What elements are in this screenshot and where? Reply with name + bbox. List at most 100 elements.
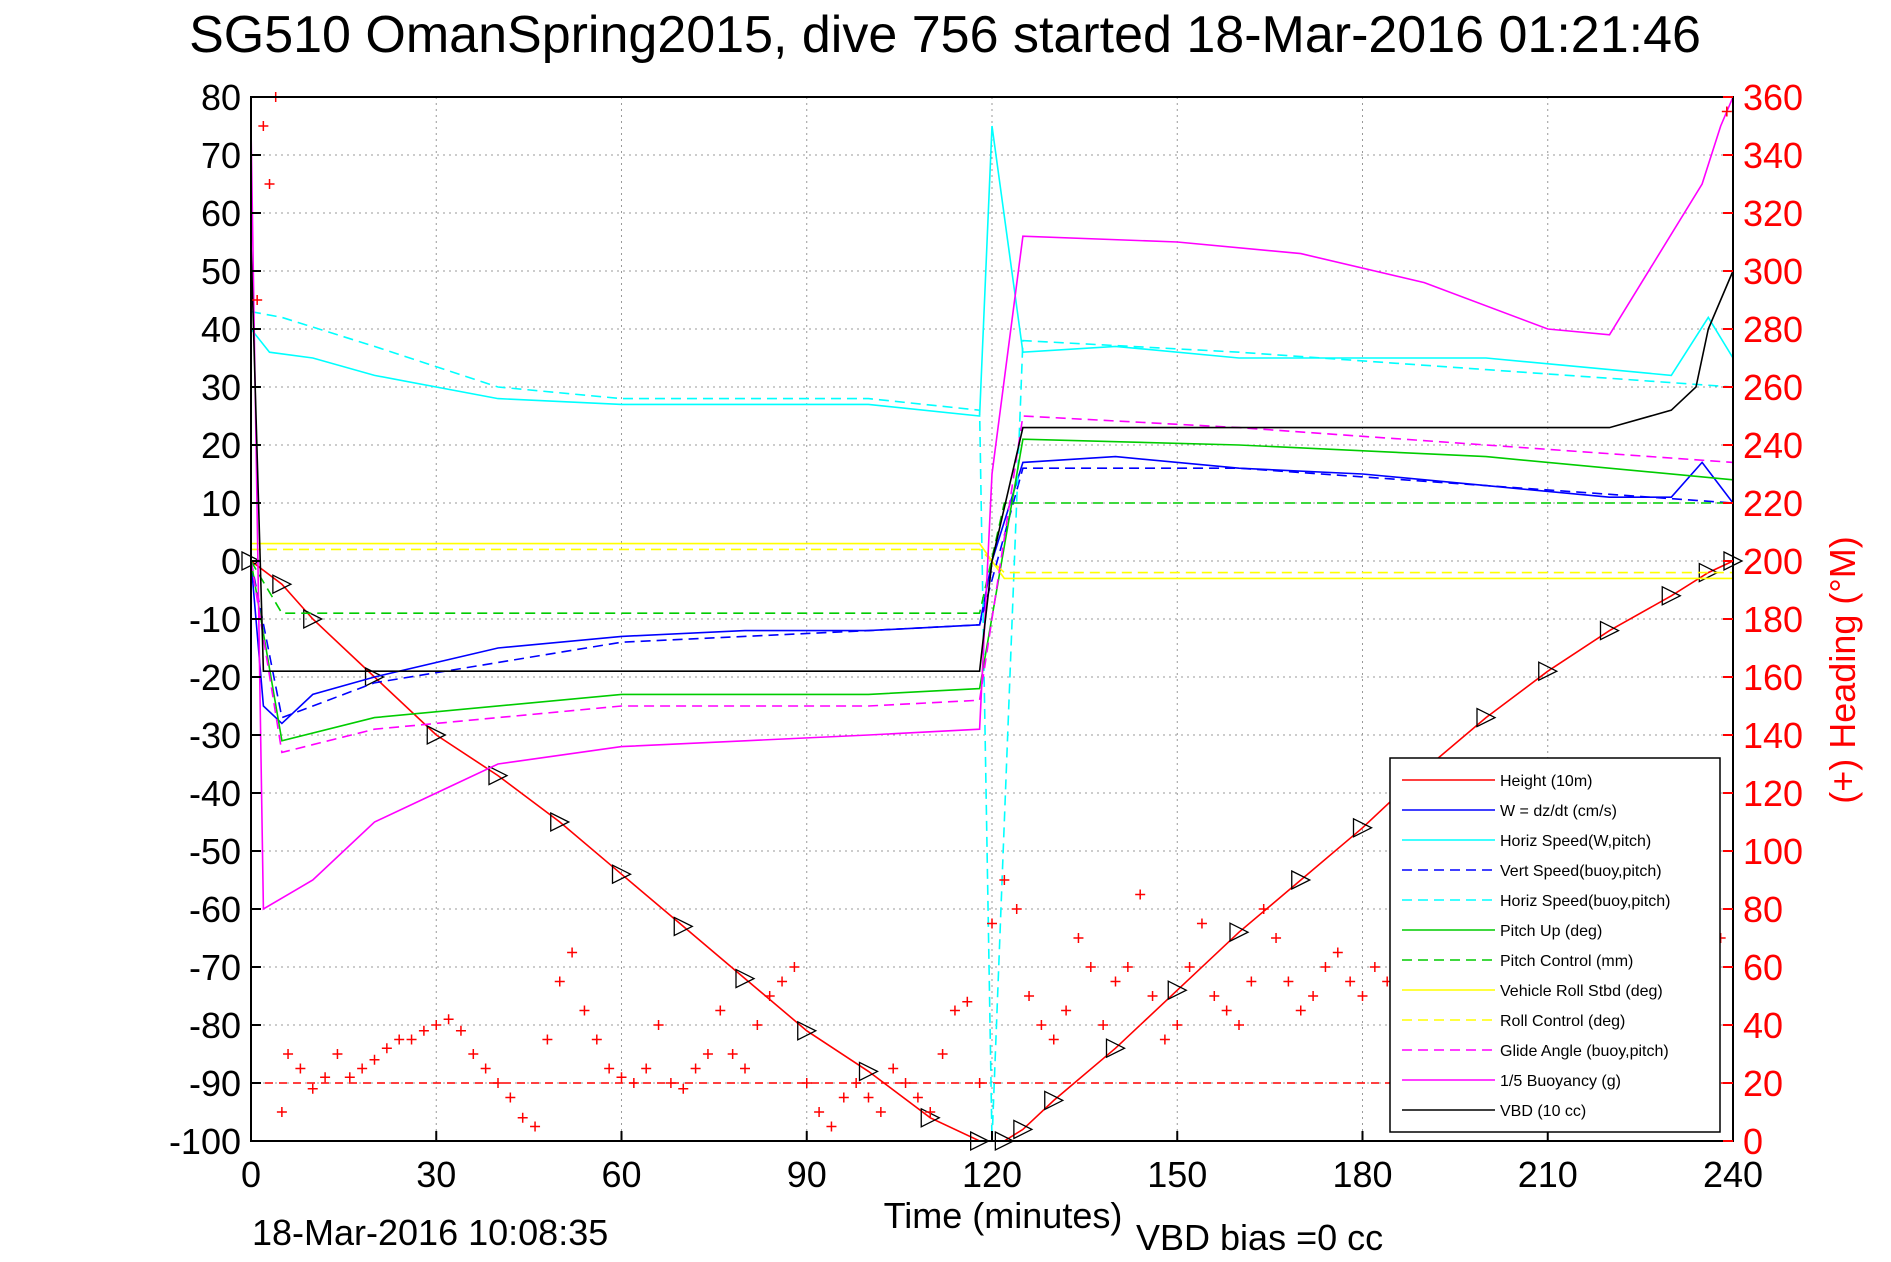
heading-point [851,1078,862,1088]
heading-point [295,1063,306,1074]
heading-point [789,962,800,972]
heading-point [493,1078,503,1088]
height-marker [1476,707,1497,728]
y-tick-label: 80 [201,77,241,118]
y-right-tick-label: 60 [1743,947,1783,988]
legend-label: Roll Control (deg) [1500,1013,1625,1030]
y-tick-label: 20 [201,425,241,466]
legend-label: Pitch Control (mm) [1500,953,1633,970]
y-right-tick-label: 340 [1743,135,1803,176]
y-tick-label: -50 [189,831,241,872]
heading-point [1209,991,1220,1001]
height-marker [735,968,756,989]
series-line-6 [250,502,1733,615]
heading-point [702,1049,713,1059]
heading-point [888,1063,899,1074]
y-tick-label: -90 [189,1063,241,1104]
heading-point [665,1078,676,1088]
heading-point [1024,991,1035,1001]
heading-point [567,947,578,958]
heading-point [641,1063,652,1074]
heading-point [1172,1020,1183,1030]
height-marker [858,1061,879,1082]
heading-point [252,295,263,305]
x-tick-label: 210 [1518,1154,1578,1195]
height-marker [1229,922,1250,943]
y-right-tick-label: 0 [1743,1121,1763,1162]
heading-point [1122,962,1133,972]
y-tick-label: 10 [201,483,241,524]
heading-point [653,1020,664,1030]
x-tick-label: 60 [601,1154,641,1195]
heading-point [591,1034,602,1045]
heading-point [443,1014,454,1025]
heading-point [962,996,973,1007]
heading-point [369,1054,380,1065]
heading-point [480,1063,491,1074]
heading-point [814,1107,825,1117]
y-right-tick-label: 220 [1743,483,1803,524]
y-right-tick-label: 100 [1743,831,1803,872]
y-tick-label: 50 [201,251,241,292]
heading-point [517,1112,528,1123]
series-line-2 [250,125,1734,417]
heading-point [1110,976,1121,987]
legend-label: Horiz Speed(buoy,pitch) [1500,893,1670,910]
footer-timestamp: 18-Mar-2016 10:08:35 [252,1212,608,1253]
heading-point [1221,1005,1232,1016]
height-marker [303,608,324,630]
heading-point [863,1092,874,1103]
heading-point [974,1078,985,1088]
heading-point [900,1078,911,1088]
series-line-9 [250,415,1734,754]
height-marker [550,811,571,833]
series-line-11 [250,241,1734,673]
series-line-4 [250,310,1734,1142]
heading-point [1320,962,1331,972]
heading-point [1357,991,1368,1001]
heading-point [505,1092,516,1103]
grid [250,96,1734,1142]
y-tick-label: 70 [201,135,241,176]
heading-point [987,918,997,929]
heading-point [579,1005,590,1016]
heading-point [826,1121,837,1132]
heading-point [1011,904,1022,914]
heading-point [418,1025,429,1036]
y-tick-label: 0 [221,541,241,582]
y-tick-label: -70 [189,947,241,988]
y-tick-label: 30 [201,367,241,408]
y-right-tick-label: 240 [1743,425,1803,466]
y-right-tick-label: 120 [1743,773,1803,814]
y-ticks: 80 70 60 50 40 30 20 10 0 -10 -20 -30 -40 -50 -60 -70 -8… [169,77,261,1162]
height-marker [1538,661,1559,682]
y-tick-label: -40 [189,773,241,814]
y-ticks-right: 3603403203002802602402202001801601401201… [1723,77,1803,1162]
heading-point [357,1063,368,1074]
heading-point [276,1107,287,1117]
heading-point [912,1092,923,1103]
heading-point [1159,1034,1170,1045]
heading-point [752,1020,763,1030]
height-marker [1291,869,1312,891]
heading-point [1098,1020,1109,1030]
heading-point [381,1043,392,1054]
heading-point [690,1063,701,1074]
heading-point [937,1049,948,1059]
heading-point [406,1034,417,1045]
heading-point [542,1034,553,1045]
heading-point [1246,976,1257,987]
y-tick-label: -100 [169,1121,241,1162]
heading-point [764,991,775,1001]
legend-label: Pitch Up (deg) [1500,923,1602,940]
y-right-tick-label: 140 [1743,715,1803,756]
heading-point [307,1083,318,1094]
heading-point [344,1072,355,1083]
y-tick-label: 60 [201,193,241,234]
heading-point [1308,991,1319,1001]
y-axis-label-right: (+) Heading (°M) [1822,536,1863,803]
heading-point [530,1121,541,1132]
heading-point [678,1083,689,1094]
heading-point [616,1072,627,1083]
